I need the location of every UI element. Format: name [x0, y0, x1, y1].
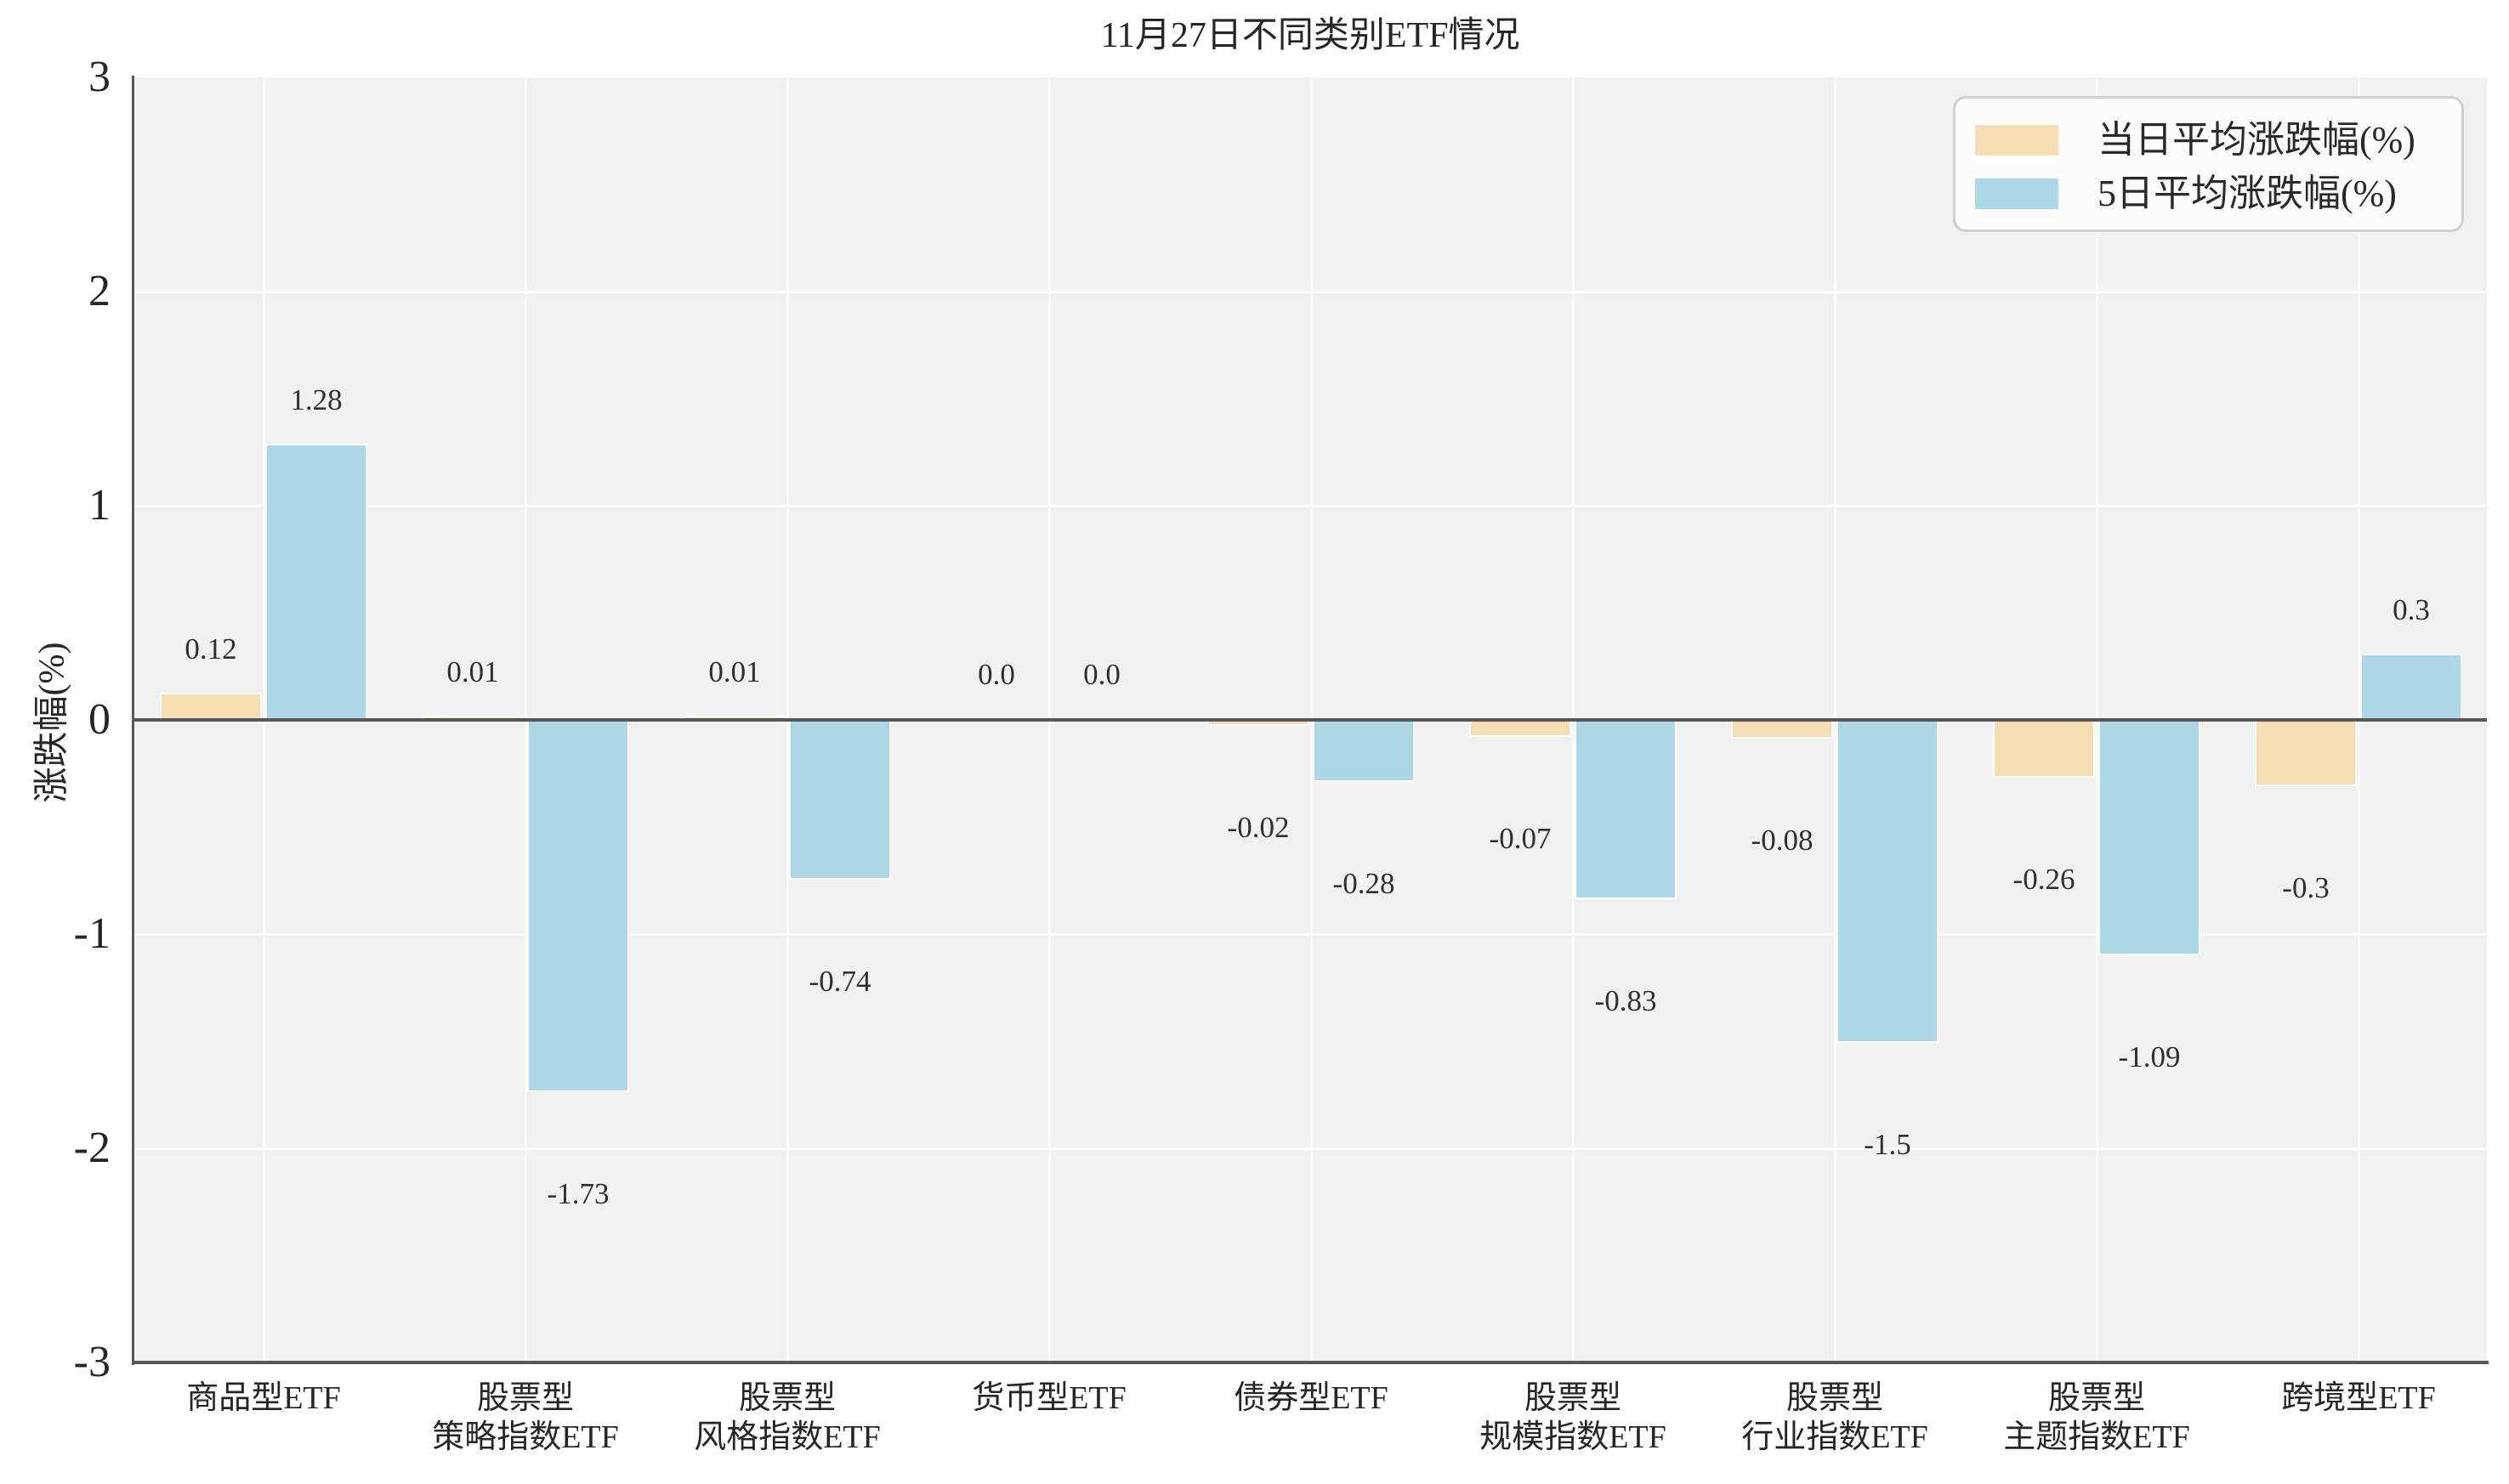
- bar-s1-c8: [2360, 654, 2462, 722]
- chart-title: 11月27日不同类别ETF情况: [1100, 16, 1520, 55]
- y-tick-label--1: -1: [73, 909, 111, 958]
- y-tick-label--3: -3: [73, 1338, 111, 1386]
- y-tick-label-2: 2: [88, 267, 111, 315]
- x-axis-spine: [132, 1361, 2489, 1364]
- x-tick-line: 规模指数ETF: [1479, 1419, 1666, 1455]
- x-tick-line: 跨境型ETF: [2281, 1380, 2436, 1416]
- legend-item-0: 当日平均涨跌幅(%): [1973, 113, 2461, 167]
- value-label-s1-c6: -1.5: [1864, 1128, 1911, 1161]
- x-tick-label-7: 股票型 主题指数ETF: [1966, 1379, 2228, 1457]
- bar-s1-c5: [1575, 718, 1677, 899]
- bar-s1-c1: [527, 718, 629, 1092]
- value-label-s0-c1: 0.01: [446, 655, 499, 689]
- x-tick-line: 货币型ETF: [972, 1380, 1127, 1416]
- x-tick-line: 股票型: [1524, 1380, 1621, 1416]
- bar-s0-c0: [160, 693, 262, 722]
- x-tick-line: 策略指数ETF: [432, 1419, 619, 1455]
- value-label-s0-c2: 0.01: [708, 655, 761, 689]
- legend-swatch-0: [1973, 122, 2061, 158]
- bar-s0-c7: [1993, 718, 2095, 778]
- value-label-s1-c7: -1.09: [2118, 1039, 2181, 1073]
- bar-s0-c8: [2255, 718, 2357, 786]
- value-label-s1-c4: -0.28: [1332, 866, 1395, 900]
- legend-item-1: 5日平均涨跌幅(%): [1973, 167, 2461, 220]
- value-label-s0-c7: -0.26: [2012, 862, 2075, 896]
- zero-baseline: [133, 718, 2487, 722]
- x-tick-label-2: 股票型 风格指数ETF: [656, 1379, 918, 1457]
- value-label-s1-c1: -1.73: [547, 1176, 610, 1210]
- bar-s1-c6: [1836, 718, 1939, 1043]
- bar-s1-c0: [265, 444, 367, 722]
- y-axis-spine: [132, 76, 134, 1365]
- y-tick-label-1: 1: [88, 481, 111, 530]
- value-label-s0-c3: 0.0: [978, 658, 1015, 691]
- legend: 当日平均涨跌幅(%) 5日平均涨跌幅(%): [1953, 96, 2464, 232]
- x-tick-line: 商品型ETF: [186, 1380, 341, 1416]
- value-label-s0-c5: -0.07: [1489, 821, 1552, 855]
- x-tick-label-0: 商品型ETF: [133, 1379, 395, 1418]
- bar-s1-c7: [2098, 718, 2200, 955]
- x-tick-label-5: 股票型 规模指数ETF: [1442, 1379, 1704, 1457]
- x-tick-line: 债券型ETF: [1234, 1380, 1388, 1416]
- value-label-s1-c3: 0.0: [1083, 658, 1121, 691]
- value-label-s0-c8: -0.3: [2282, 870, 2330, 904]
- bar-s1-c4: [1313, 718, 1415, 782]
- y-tick-label-0: 0: [88, 695, 111, 744]
- value-label-s1-c2: -0.74: [809, 965, 871, 999]
- x-tick-line: 股票型: [476, 1380, 574, 1416]
- x-tick-line: 主题指数ETF: [2003, 1419, 2190, 1455]
- value-label-s0-c0: 0.12: [184, 632, 237, 666]
- x-tick-label-6: 股票型 行业指数ETF: [1704, 1379, 1966, 1457]
- y-tick-label--2: -2: [73, 1124, 111, 1172]
- legend-label-1: 5日平均涨跌幅(%): [2097, 172, 2397, 214]
- y-tick-label-3: 3: [88, 53, 111, 101]
- x-tick-line: 行业指数ETF: [1741, 1419, 1928, 1455]
- bar-s1-c2: [789, 718, 891, 880]
- x-tick-label-8: 跨境型ETF: [2228, 1379, 2489, 1418]
- x-tick-line: 风格指数ETF: [694, 1419, 881, 1455]
- x-tick-line: 股票型: [2047, 1380, 2145, 1416]
- value-label-s1-c0: 1.28: [290, 383, 343, 417]
- value-label-s1-c5: -0.83: [1594, 984, 1657, 1018]
- x-tick-line: 股票型: [738, 1380, 836, 1416]
- x-tick-label-1: 股票型 策略指数ETF: [395, 1379, 656, 1457]
- legend-swatch-1: [1973, 175, 2061, 212]
- x-tick-label-3: 货币型ETF: [918, 1379, 1180, 1418]
- x-tick-label-4: 债券型ETF: [1180, 1379, 1442, 1418]
- x-tick-line: 股票型: [1785, 1380, 1883, 1416]
- legend-label-0: 当日平均涨跌幅(%): [2097, 118, 2415, 161]
- value-label-s1-c8: 0.3: [2393, 593, 2430, 627]
- value-label-s0-c6: -0.08: [1751, 824, 1814, 858]
- value-label-s0-c4: -0.02: [1227, 811, 1290, 845]
